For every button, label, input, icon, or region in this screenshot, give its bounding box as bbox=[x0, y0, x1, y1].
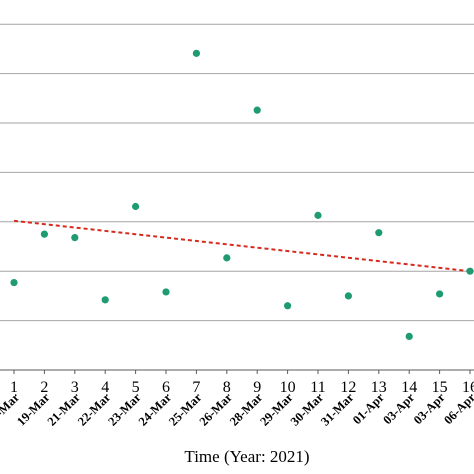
date-label-9: 26-Mar bbox=[197, 390, 236, 429]
x-axis-title: Time (Year: 2021) bbox=[184, 447, 309, 466]
date-label-5: 22-Mar bbox=[75, 390, 114, 429]
data-point-7 bbox=[192, 49, 200, 57]
grid-lines bbox=[0, 23, 474, 322]
x-tick-label-7: 7 bbox=[192, 379, 200, 396]
x-tick-labels: 1 2 3 4 5 6 7 8 9 10 11 12 13 14 15 16 bbox=[10, 379, 474, 396]
data-point-13 bbox=[375, 229, 383, 237]
data-point-4 bbox=[101, 296, 109, 304]
x-tick-label-14: 14 bbox=[401, 379, 417, 396]
x-tick-label-16: 16 bbox=[462, 379, 474, 396]
x-tick-label-6: 6 bbox=[162, 379, 170, 396]
data-point-6 bbox=[162, 288, 170, 296]
x-tick-label-8: 8 bbox=[223, 379, 231, 396]
x-tick-label-5: 5 bbox=[132, 379, 140, 396]
x-tick-label-12: 12 bbox=[340, 379, 356, 396]
data-point-5 bbox=[132, 202, 140, 211]
data-point-12 bbox=[344, 292, 352, 300]
data-point-9 bbox=[253, 106, 261, 114]
data-points bbox=[10, 49, 474, 341]
x-tick-label-15: 15 bbox=[432, 379, 448, 396]
date-label-8: 25-Mar bbox=[166, 390, 205, 429]
data-point-14 bbox=[405, 332, 413, 341]
date-label-3: 19-Mar bbox=[14, 390, 53, 429]
data-point-10 bbox=[284, 302, 292, 310]
x-axis bbox=[0, 369, 474, 374]
data-point-15 bbox=[436, 290, 444, 298]
date-label-4: 21-Mar bbox=[45, 390, 84, 429]
data-point-16 bbox=[466, 267, 474, 275]
date-labels: 17-Mar18-Mar19-Mar21-Mar22-Mar23-Mar24-M… bbox=[0, 390, 474, 429]
date-label-7: 24-Mar bbox=[136, 390, 175, 429]
x-tick-label-11: 11 bbox=[310, 379, 325, 396]
x-tick-label-4: 4 bbox=[101, 379, 109, 396]
trend-line bbox=[13, 219, 471, 273]
x-tick-label-10: 10 bbox=[280, 379, 296, 396]
data-point-2 bbox=[40, 230, 49, 238]
data-point-3 bbox=[71, 234, 79, 242]
date-label-10: 28-Mar bbox=[227, 390, 266, 429]
x-tick-label-1: 1 bbox=[10, 379, 18, 396]
x-tick-label-3: 3 bbox=[71, 379, 79, 396]
x-tick-label-13: 13 bbox=[371, 379, 387, 396]
x-tick-label-9: 9 bbox=[253, 379, 261, 396]
date-label-6: 23-Mar bbox=[105, 390, 144, 429]
data-point-8 bbox=[223, 254, 231, 262]
data-point-11 bbox=[314, 211, 322, 219]
date-label-11: 29-Mar bbox=[257, 390, 296, 429]
trend-line-group bbox=[13, 219, 471, 273]
x-tick-label-2: 2 bbox=[40, 379, 48, 396]
data-point-1 bbox=[10, 278, 18, 287]
